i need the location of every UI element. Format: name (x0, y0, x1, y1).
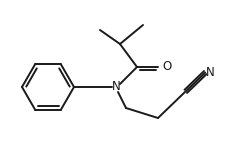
Text: N: N (206, 66, 214, 78)
Text: N: N (112, 80, 120, 94)
Text: O: O (162, 60, 172, 74)
